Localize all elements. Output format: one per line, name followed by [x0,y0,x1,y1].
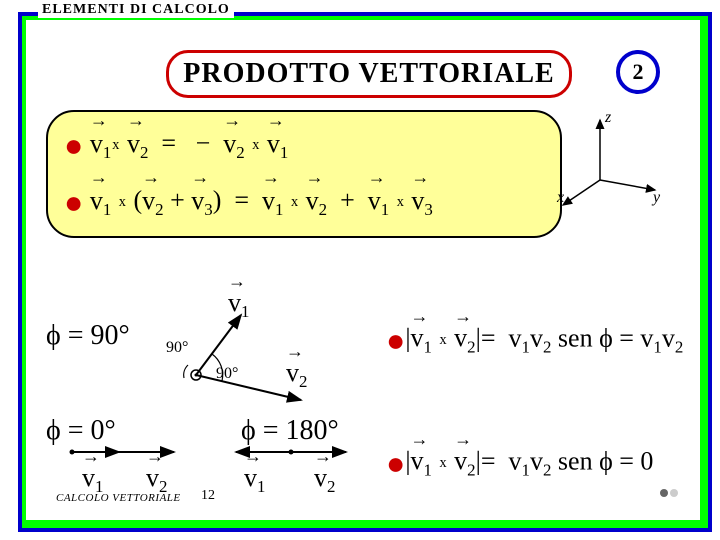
angle-90-2: 90° [216,365,238,382]
bullet-icon: ● [64,184,83,220]
result-0: ●|v1 x v2|= v1v2 sen ϕ = 0 [386,445,653,482]
axis-z-label: z [604,110,612,126]
footer-page: 12 [201,488,215,504]
inner-panel: PRODOTTO VETTORIALE 2 ● v1x v2 = − v2 x … [26,20,700,520]
bullet-icon: ● [64,127,83,163]
bullet-icon: ● [386,445,405,481]
equation-box: ● v1x v2 = − v2 x v1 ● v1 x (v2 + v3) = [46,110,562,238]
slide: ELEMENTI DI CALCOLO PRODOTTO VETTORIALE … [0,0,720,540]
result-90: ●|v1 x v2|= v1v2 sen ϕ = v1v2 [386,322,683,359]
phi-90-label: ϕ = 90° [46,320,130,352]
bullet-icon: ● [386,322,405,358]
eq-distributive: ● v1 x (v2 + v3) = v1 x v2 + v1 x v3 [64,177,544,228]
title-pill: PRODOTTO VETTORIALE [166,50,572,98]
axis-x-label: x [556,189,564,206]
axes-diagram: z y x [555,110,665,210]
page-badge: 2 [616,50,660,94]
v1-label-180: v1 [244,463,265,497]
axis-y-label: y [651,189,661,206]
section-label: ELEMENTI DI CALCOLO [38,2,234,18]
eq-anticommutative: ● v1x v2 = − v2 x v1 [64,120,544,171]
v1-label-90: v1 [228,288,249,322]
v2-label-180: v2 [314,463,335,497]
footer-label: CALCOLO VETTORIALE [56,492,181,504]
outer-border: PRODOTTO VETTORIALE 2 ● v1x v2 = − v2 x … [18,12,712,532]
v2-label-90: v2 [286,358,307,392]
angle-90-1: 90° [166,339,188,356]
corner-dots-icon [658,484,678,502]
